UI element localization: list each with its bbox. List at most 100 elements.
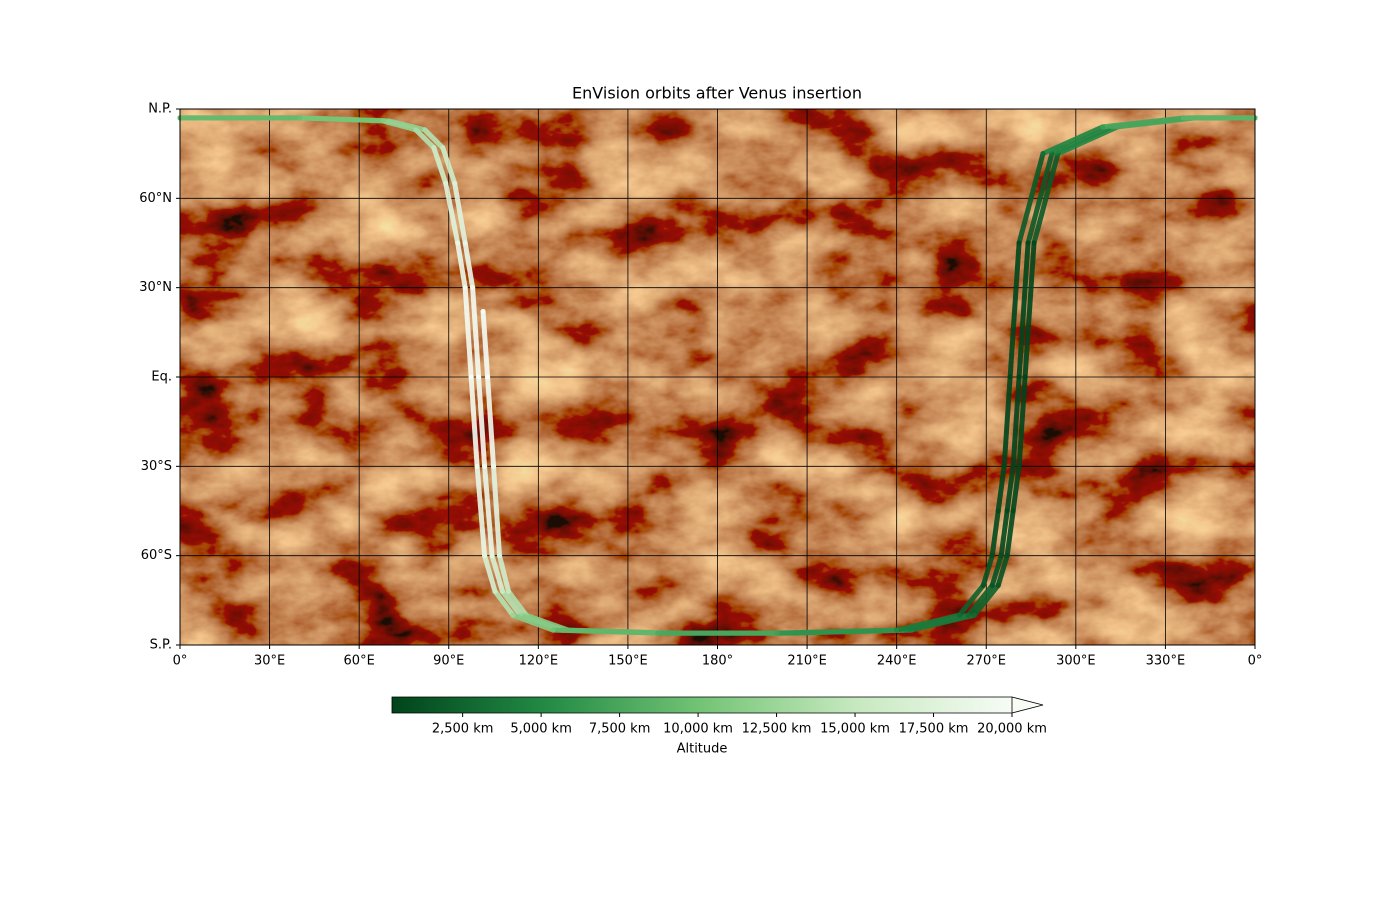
orbit-segment bbox=[296, 115, 386, 124]
orbit-point bbox=[1016, 240, 1022, 246]
orbit-point bbox=[655, 630, 661, 636]
x-tick-label: 150°E bbox=[608, 654, 648, 669]
orbit-point bbox=[497, 553, 503, 559]
orbit-segment bbox=[956, 582, 986, 618]
orbit-segment bbox=[998, 508, 1010, 559]
y-tick-label: 60°S bbox=[141, 548, 172, 563]
orbit-segment bbox=[413, 127, 437, 151]
orbit-segment bbox=[491, 463, 503, 559]
orbit-segment bbox=[468, 374, 480, 469]
orbit-segment bbox=[971, 582, 1001, 618]
orbit-segment bbox=[995, 463, 1007, 514]
orbit-point bbox=[510, 612, 516, 618]
orbit-point bbox=[1031, 240, 1037, 246]
orbit-point bbox=[995, 508, 1001, 514]
orbit-segment bbox=[476, 374, 488, 469]
orbit-segment bbox=[1049, 124, 1115, 157]
orbit-point bbox=[1004, 553, 1010, 559]
orbit-point bbox=[480, 308, 486, 314]
orbit-point bbox=[1022, 374, 1028, 380]
y-tick-label: 30°N bbox=[139, 280, 172, 295]
colorbar-tick-label: 5,000 km bbox=[510, 722, 572, 737]
orbit-point bbox=[956, 612, 962, 618]
x-tick-label: 270°E bbox=[966, 654, 1006, 669]
orbit-segment bbox=[1010, 463, 1022, 514]
orbit-segment bbox=[517, 612, 565, 633]
colorbar-extension bbox=[1011, 696, 1044, 714]
orbit-point bbox=[485, 374, 491, 380]
orbit-tracks bbox=[177, 115, 1258, 636]
colorbar-tick-label: 20,000 km bbox=[977, 722, 1047, 737]
x-tick-label: 180° bbox=[702, 654, 733, 669]
orbit-point bbox=[995, 582, 1001, 588]
orbit-point bbox=[1180, 115, 1186, 121]
orbit-point bbox=[431, 145, 437, 151]
orbit-segment bbox=[470, 285, 482, 380]
y-tick-label: S.P. bbox=[150, 638, 172, 653]
orbit-segment bbox=[380, 118, 419, 133]
orbit-point bbox=[380, 118, 386, 124]
orbit-segment bbox=[455, 240, 468, 291]
x-tick-label: 30°E bbox=[254, 654, 285, 669]
orbit-segment bbox=[422, 127, 446, 151]
orbit-segment bbox=[1040, 124, 1106, 157]
orbit-point bbox=[482, 553, 488, 559]
orbit-segment bbox=[1007, 240, 1022, 380]
x-tick-label: 120°E bbox=[519, 654, 559, 669]
orbit-segment bbox=[995, 553, 1010, 588]
orbit-segment bbox=[1010, 374, 1022, 469]
orbit-segment bbox=[989, 553, 1004, 588]
x-tick-label: 0° bbox=[173, 654, 188, 669]
colorbar-tick-label: 17,500 km bbox=[899, 722, 969, 737]
colorbar-tick-label: 12,500 km bbox=[742, 722, 812, 737]
chart-title: EnVision orbits after Venus insertion bbox=[572, 84, 862, 103]
orbit-segment bbox=[980, 553, 995, 588]
orbit-segment bbox=[1016, 151, 1046, 246]
orbit-point bbox=[894, 627, 900, 633]
y-tick-label: 60°N bbox=[139, 191, 172, 206]
orbit-segment bbox=[474, 463, 488, 559]
orbit-point bbox=[462, 240, 468, 246]
orbit-point bbox=[980, 582, 986, 588]
orbit-segment bbox=[1004, 463, 1016, 514]
orbit-point bbox=[468, 374, 474, 380]
colorbar-tick-label: 7,500 km bbox=[589, 722, 651, 737]
orbit-point bbox=[1016, 463, 1022, 469]
x-tick-label: 240°E bbox=[877, 654, 917, 669]
orbit-point bbox=[1010, 508, 1016, 514]
orbit-point bbox=[422, 127, 428, 133]
colorbar: 2,500 km 5,000 km 7,500 km 10,000 km 12,500 … bbox=[391, 696, 1047, 757]
orbit-point bbox=[1100, 124, 1106, 130]
orbit-point bbox=[489, 553, 495, 559]
orbit-point bbox=[989, 553, 995, 559]
x-tick-label: 210°E bbox=[787, 654, 827, 669]
orbit-point bbox=[1004, 508, 1010, 514]
orbit-point bbox=[452, 180, 458, 186]
orbit-segment bbox=[500, 588, 523, 618]
orbit-point bbox=[492, 588, 498, 594]
orbit-point bbox=[1010, 463, 1016, 469]
orbit-point bbox=[505, 588, 511, 594]
x-tick-label: 90°E bbox=[433, 654, 464, 669]
colorbar-label: Altitude bbox=[677, 742, 728, 757]
colorbar-tick-label: 15,000 km bbox=[820, 722, 890, 737]
orbit-segment bbox=[482, 553, 498, 594]
orbit-segment bbox=[440, 145, 458, 186]
orbit-point bbox=[1025, 240, 1031, 246]
axes: 0° 30°E 60°E 90°E 120°E 150°E 180° 210°E 240°E 27… bbox=[139, 102, 1262, 669]
orbit-point bbox=[1040, 151, 1046, 157]
orbit-point bbox=[500, 588, 505, 594]
orbit-segment bbox=[462, 285, 474, 380]
x-tick-label: 60°E bbox=[344, 654, 375, 669]
orbit-segment bbox=[1001, 374, 1013, 469]
orbit-segment bbox=[1016, 374, 1028, 469]
y-tick-label: Eq. bbox=[151, 370, 172, 385]
orbit-segment bbox=[482, 463, 495, 559]
orbit-segment bbox=[894, 612, 962, 633]
orbit-point bbox=[455, 240, 461, 246]
orbit-point bbox=[774, 630, 780, 636]
orbit-point bbox=[1001, 463, 1007, 469]
orbit-point bbox=[443, 180, 449, 186]
orbit-point bbox=[491, 463, 497, 469]
colorbar-gradient bbox=[392, 697, 1012, 713]
